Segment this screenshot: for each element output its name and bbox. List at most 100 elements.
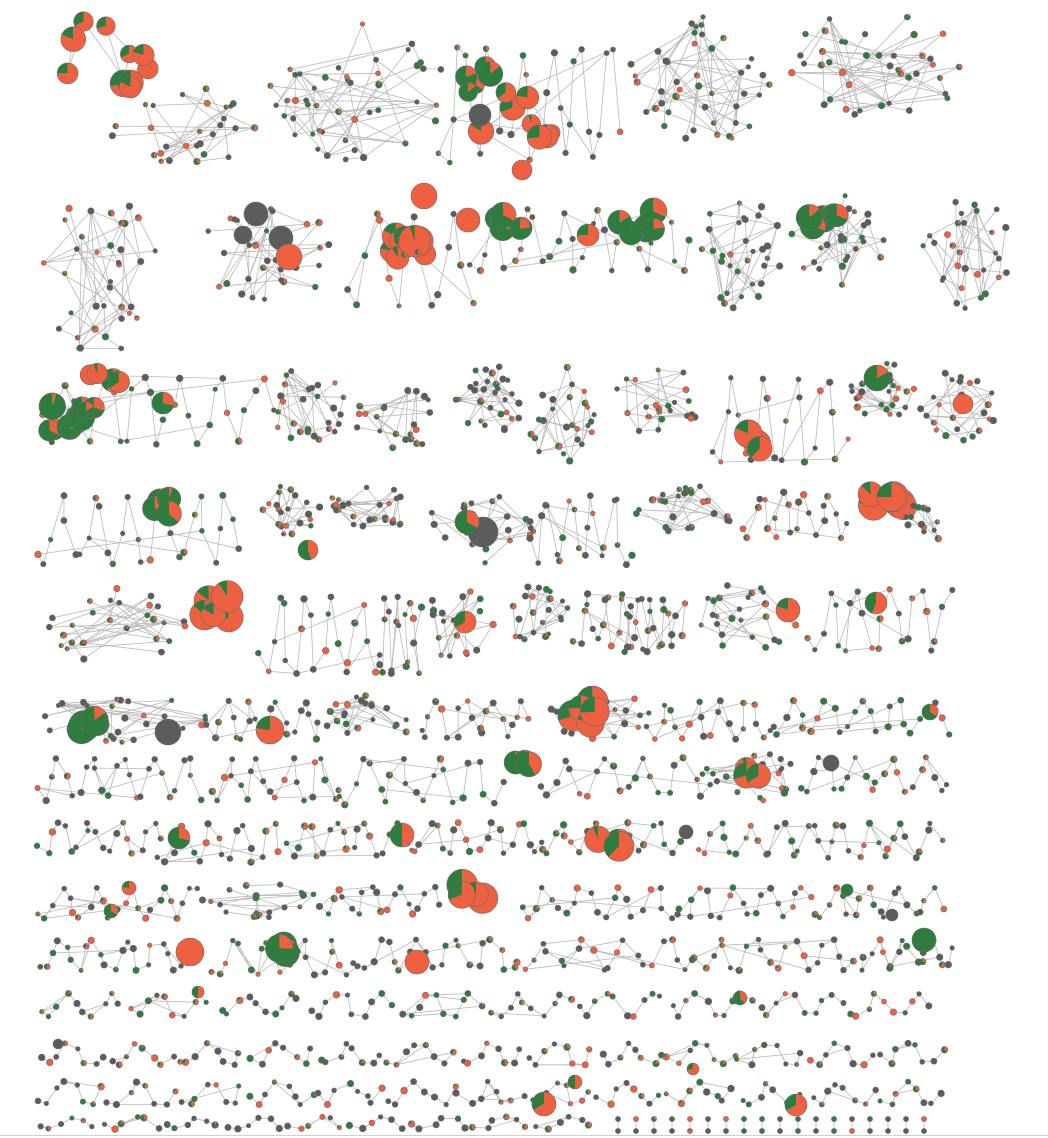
pie-node[interactable] (651, 104, 660, 113)
pie-node[interactable] (509, 218, 531, 240)
pie-node[interactable] (353, 301, 361, 309)
pie-node[interactable] (205, 228, 211, 234)
pie-node[interactable] (891, 361, 898, 368)
pie-node[interactable] (838, 281, 846, 288)
pie-node[interactable] (657, 88, 665, 96)
pie-node[interactable] (949, 414, 957, 421)
pie-node[interactable] (570, 58, 577, 65)
pie-node[interactable] (853, 403, 862, 411)
pie-node[interactable] (877, 253, 885, 261)
pie-node[interactable] (693, 72, 701, 79)
pie-node[interactable] (652, 401, 660, 409)
pie-node[interactable] (478, 418, 484, 424)
pie-node[interactable] (709, 247, 717, 255)
pie-node[interactable] (819, 48, 826, 55)
pie-node[interactable] (771, 454, 779, 462)
pie-node[interactable] (462, 52, 469, 59)
pie-node[interactable] (929, 61, 936, 68)
pie-node[interactable] (515, 414, 523, 422)
pie-node[interactable] (600, 226, 609, 234)
pie-node[interactable] (962, 305, 968, 311)
pie-node[interactable] (101, 303, 107, 309)
pie-node[interactable] (989, 229, 995, 236)
pie-node[interactable] (124, 493, 131, 501)
pie-node[interactable] (933, 427, 939, 433)
pie-node[interactable] (756, 92, 763, 98)
pie-node[interactable] (135, 536, 142, 543)
pie-node[interactable] (857, 107, 863, 114)
pie-node[interactable] (217, 121, 224, 129)
pie-node[interactable] (292, 97, 299, 104)
pie-node[interactable] (842, 193, 848, 199)
pie-node[interactable] (377, 428, 383, 434)
pie-node[interactable] (275, 424, 281, 430)
pie-node[interactable] (499, 375, 507, 383)
pie-node[interactable] (325, 241, 333, 249)
pie-node[interactable] (691, 40, 698, 47)
pie-node[interactable] (311, 85, 317, 91)
pie-node[interactable] (984, 401, 992, 409)
pie-node[interactable] (500, 264, 508, 272)
pie-node[interactable] (476, 267, 484, 275)
pie-node[interactable] (719, 252, 726, 259)
pie-node[interactable] (405, 46, 411, 53)
pie-node[interactable] (639, 197, 668, 226)
pie-node[interactable] (240, 407, 247, 414)
pie-node[interactable] (283, 372, 290, 378)
pie-node[interactable] (569, 422, 576, 429)
pie-node[interactable] (860, 238, 867, 245)
pie-node[interactable] (742, 237, 749, 245)
pie-node[interactable] (952, 393, 974, 415)
pie-node[interactable] (235, 437, 243, 445)
pie-node[interactable] (632, 376, 638, 383)
pie-node[interactable] (515, 85, 540, 110)
pie-node[interactable] (958, 285, 965, 292)
pie-node[interactable] (748, 56, 755, 62)
pie-node[interactable] (632, 73, 638, 79)
pie-node[interactable] (452, 396, 460, 403)
pie-node[interactable] (238, 290, 246, 298)
pie-node[interactable] (890, 382, 897, 389)
pie-node[interactable] (112, 122, 119, 130)
pie-node[interactable] (512, 257, 519, 265)
pie-node[interactable] (450, 116, 457, 123)
pie-node[interactable] (527, 430, 535, 438)
pie-node[interactable] (995, 255, 1002, 262)
pie-node[interactable] (373, 413, 380, 420)
pie-node[interactable] (389, 444, 397, 452)
pie-node[interactable] (124, 438, 130, 444)
pie-node[interactable] (671, 399, 678, 406)
pie-node[interactable] (344, 286, 352, 293)
pie-node[interactable] (219, 374, 227, 382)
pie-node[interactable] (359, 153, 368, 162)
pie-node[interactable] (126, 310, 132, 316)
pie-node[interactable] (926, 232, 933, 239)
pie-node[interactable] (981, 290, 989, 298)
pie-node[interactable] (220, 249, 228, 257)
pie-node[interactable] (944, 95, 951, 102)
pie-node[interactable] (467, 383, 474, 391)
pie-node[interactable] (412, 387, 420, 395)
pie-node[interactable] (654, 47, 662, 55)
pie-node[interactable] (980, 409, 988, 417)
pie-node[interactable] (476, 397, 485, 406)
pie-node[interactable] (655, 367, 661, 373)
pie-node[interactable] (507, 130, 515, 139)
pie-node[interactable] (644, 266, 651, 273)
pie-node[interactable] (585, 423, 591, 429)
pie-node[interactable] (408, 40, 416, 48)
pie-node[interactable] (315, 436, 323, 443)
pie-node[interactable] (414, 248, 422, 256)
pie-node[interactable] (643, 108, 650, 116)
pie-node[interactable] (109, 560, 117, 568)
pie-node[interactable] (529, 214, 536, 221)
pie-node[interactable] (949, 377, 955, 383)
pie-node[interactable] (315, 146, 321, 152)
pie-node[interactable] (509, 391, 515, 397)
pie-node[interactable] (193, 157, 201, 166)
pie-node[interactable] (917, 405, 925, 413)
pie-node[interactable] (137, 559, 144, 565)
pie-node[interactable] (400, 251, 407, 258)
pie-node[interactable] (249, 294, 256, 301)
pie-node[interactable] (574, 436, 581, 443)
